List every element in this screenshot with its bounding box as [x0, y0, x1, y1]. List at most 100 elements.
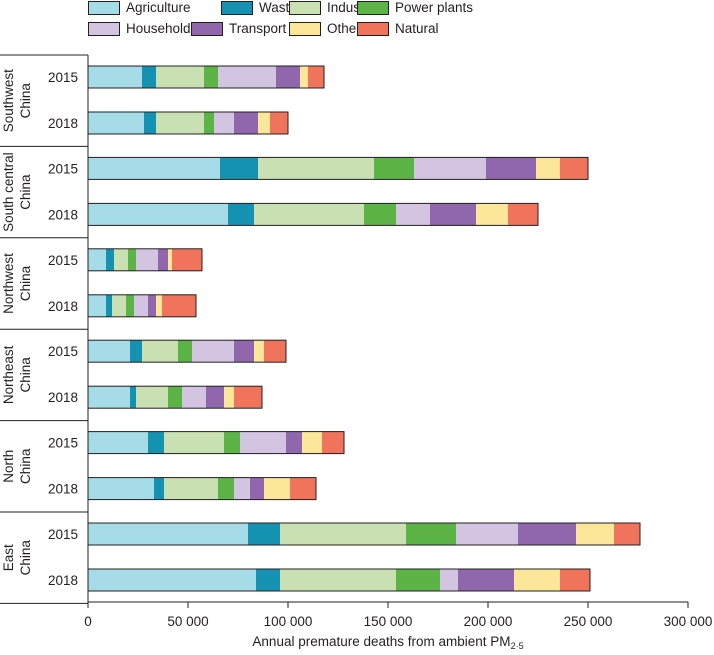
region-label-line: East — [1, 544, 16, 571]
year-label-south-central-2018: 2018 — [48, 207, 78, 222]
legend-swatch-natural — [357, 22, 389, 36]
legend-swatch-agriculture — [88, 1, 120, 15]
bar-segment-northeast-2015-industry — [142, 340, 178, 363]
bar-segment-north-2018-other — [264, 477, 290, 500]
bar-segment-north-2018-natural — [290, 477, 316, 500]
region-label-line: China — [18, 174, 33, 210]
region-label-northeast: Northeast China — [1, 345, 33, 404]
region-label-line: China — [18, 83, 33, 119]
region-label-line: Northeast — [1, 345, 16, 404]
bar-segment-southwest-2015-power-plants — [204, 66, 218, 88]
bar-segment-southwest-2018-households — [214, 112, 234, 134]
x-tick-label: 300 000 — [664, 614, 713, 629]
year-label-southwest-2018: 2018 — [48, 116, 78, 131]
bar-segment-east-2018-power-plants — [396, 569, 440, 591]
bar-segment-north-2015-households — [240, 431, 286, 454]
bar-segment-southwest-2018-other — [258, 112, 270, 134]
bar-segment-northwest-2015-natural — [172, 248, 202, 271]
bar-segment-north-2015-natural — [322, 431, 344, 454]
bar-segment-northeast-2015-other — [254, 340, 264, 363]
bar-segment-northwest-2015-other — [168, 248, 172, 271]
bar-segment-south-central-2018-waste — [228, 203, 254, 226]
legend-label-other: Other — [327, 21, 361, 36]
year-label-south-central-2015: 2015 — [48, 161, 78, 176]
bar-segment-northeast-2018-power-plants — [168, 386, 182, 409]
bar-segment-northeast-2018-households — [182, 386, 206, 409]
year-label-southwest-2015: 2015 — [48, 70, 78, 85]
legend-swatch-waste — [221, 1, 253, 15]
bar-segment-south-central-2018-households — [396, 203, 430, 226]
bar-segment-northeast-2015-agriculture — [88, 340, 130, 363]
bar-segment-northwest-2015-agriculture — [88, 248, 106, 271]
bar-segment-north-2015-other — [302, 431, 322, 454]
x-tick-label: 250 000 — [564, 614, 613, 629]
bar-segment-southwest-2015-waste — [142, 66, 156, 88]
bar-segment-north-2015-agriculture — [88, 431, 148, 454]
bar-segment-east-2018-households — [440, 569, 458, 591]
bar-segment-south-central-2015-power-plants — [374, 157, 414, 180]
region-label-line: China — [18, 265, 33, 301]
x-tick-label: 200 000 — [464, 614, 513, 629]
bar-segment-northeast-2018-other — [224, 386, 234, 409]
region-label-line: China — [18, 357, 33, 393]
bar-segment-south-central-2015-agriculture — [88, 157, 220, 180]
bar-segment-east-2015-agriculture — [88, 523, 248, 545]
bar-segment-south-central-2018-transport — [430, 203, 476, 226]
bar-segment-south-central-2018-natural — [508, 203, 538, 226]
bar-segment-east-2015-transport — [518, 523, 576, 545]
bar-segment-southwest-2018-industry — [156, 112, 204, 134]
legend-label-power-plants: Power plants — [395, 0, 474, 15]
region-label-line: China — [18, 448, 33, 484]
x-axis-title-main: Annual premature deaths from ambient PM — [252, 634, 510, 649]
bar-segment-north-2018-industry — [164, 477, 218, 500]
bar-segment-south-central-2015-transport — [486, 157, 536, 180]
bar-segment-northeast-2018-industry — [136, 386, 168, 409]
year-label-northwest-2015: 2015 — [48, 253, 78, 268]
bar-segment-north-2018-households — [234, 477, 250, 500]
bar-segment-northwest-2018-industry — [112, 294, 126, 317]
region-label-line: Northwest — [1, 253, 16, 314]
bar-segment-south-central-2015-waste — [220, 157, 258, 180]
bar-segment-southwest-2018-natural — [270, 112, 288, 134]
bar-segment-south-central-2015-natural — [560, 157, 588, 180]
bar-segment-northwest-2015-waste — [106, 248, 114, 271]
bar-segment-north-2018-agriculture — [88, 477, 154, 500]
legend-label-agriculture: Agriculture — [126, 0, 191, 15]
bar-segment-east-2015-industry — [280, 523, 406, 545]
region-label-line: South central — [1, 152, 16, 232]
x-axis-title: Annual premature deaths from ambient PM2… — [252, 634, 523, 651]
bar-segment-south-central-2018-power-plants — [364, 203, 396, 226]
x-tick-label: 150 000 — [364, 614, 413, 629]
year-label-northeast-2015: 2015 — [48, 344, 78, 359]
bar-segment-northeast-2018-agriculture — [88, 386, 130, 409]
bar-segment-east-2015-other — [576, 523, 614, 545]
bar-segment-north-2018-transport — [250, 477, 264, 500]
bar-segment-east-2018-agriculture — [88, 569, 256, 591]
x-tick-label: 0 — [84, 614, 92, 629]
legend-label-natural: Natural — [395, 21, 439, 36]
bar-segment-east-2018-transport — [458, 569, 514, 591]
bar-segment-east-2018-industry — [280, 569, 396, 591]
bar-segment-northwest-2018-other — [156, 294, 162, 317]
year-label-north-2015: 2015 — [48, 436, 78, 451]
bar-segment-northeast-2018-transport — [206, 386, 224, 409]
bar-segment-south-central-2018-agriculture — [88, 203, 228, 226]
legend-label-households: Households — [126, 21, 198, 36]
legend-swatch-industry — [289, 1, 321, 15]
bar-segment-north-2015-power-plants — [224, 431, 240, 454]
region-label-northwest: Northwest China — [1, 253, 33, 314]
bar-segment-northwest-2018-waste — [106, 294, 112, 317]
bar-segment-southwest-2018-agriculture — [88, 112, 144, 134]
year-label-northeast-2018: 2018 — [48, 390, 78, 405]
bar-segment-north-2018-waste — [154, 477, 164, 500]
bar-segment-southwest-2018-transport — [234, 112, 258, 134]
region-label-line: North — [1, 450, 16, 483]
bar-segment-northwest-2015-power-plants — [128, 248, 136, 271]
bar-segment-southwest-2015-transport — [276, 66, 300, 88]
x-tick-label: 50 000 — [167, 614, 208, 629]
legend-swatch-other — [289, 22, 321, 36]
bar-segment-southwest-2015-other — [300, 66, 308, 88]
bar-segment-northeast-2015-households — [192, 340, 234, 363]
legend-swatch-transport — [191, 22, 223, 36]
